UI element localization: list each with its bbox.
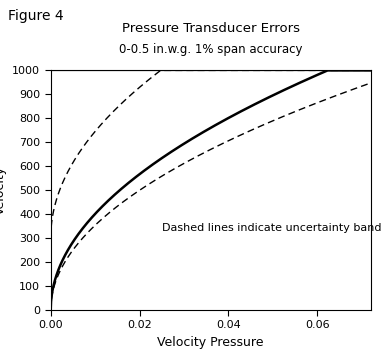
Text: Pressure Transducer Errors: Pressure Transducer Errors [122,22,300,35]
Y-axis label: Velocity: Velocity [0,165,7,215]
Text: 0-0.5 in.w.g. 1% span accuracy: 0-0.5 in.w.g. 1% span accuracy [119,43,302,56]
X-axis label: Velocity Pressure: Velocity Pressure [157,336,264,349]
Text: Dashed lines indicate uncertainty band: Dashed lines indicate uncertainty band [162,224,381,233]
Text: Figure 4: Figure 4 [8,9,64,23]
